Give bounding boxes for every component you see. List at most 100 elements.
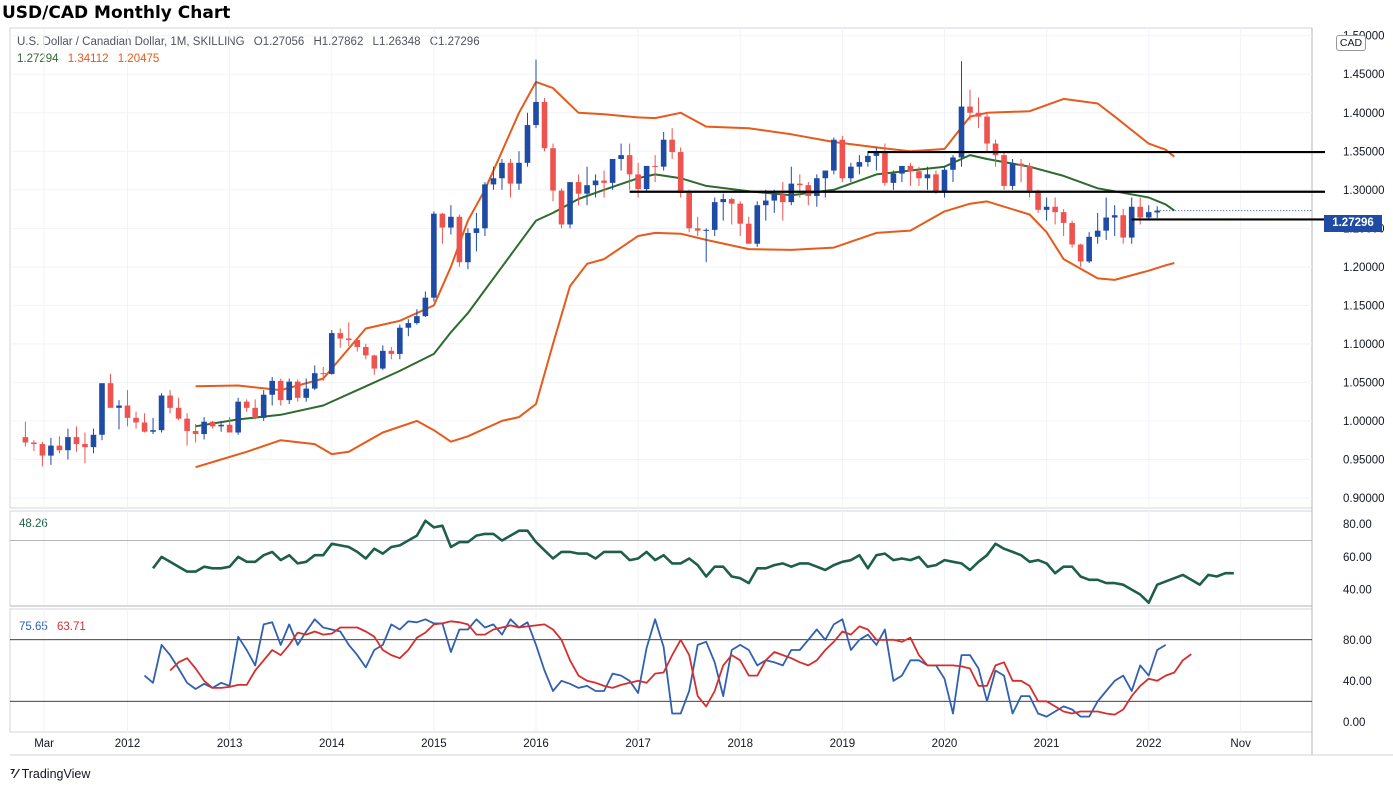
candle-body bbox=[1103, 217, 1109, 231]
candle bbox=[839, 135, 846, 183]
candle bbox=[124, 390, 131, 427]
candle-body bbox=[788, 183, 795, 203]
candle bbox=[490, 166, 497, 190]
candle bbox=[728, 197, 735, 225]
candle bbox=[397, 324, 403, 360]
candle-body bbox=[482, 184, 488, 229]
candle bbox=[1120, 209, 1126, 244]
candle bbox=[941, 166, 948, 198]
candle-body bbox=[660, 139, 667, 167]
candle bbox=[286, 378, 293, 404]
candle bbox=[31, 440, 37, 451]
candle-body bbox=[65, 437, 71, 451]
candle bbox=[354, 339, 361, 352]
candle-body bbox=[677, 152, 684, 193]
candle bbox=[337, 328, 344, 348]
candle-body bbox=[354, 340, 361, 347]
candle-body bbox=[39, 444, 46, 456]
y-tick-label: 1.40000 bbox=[1343, 108, 1385, 120]
candle-body bbox=[226, 424, 233, 433]
candle-body bbox=[626, 155, 633, 175]
candle-body bbox=[899, 165, 905, 174]
candle bbox=[643, 165, 650, 192]
candle-body bbox=[516, 162, 522, 184]
candle bbox=[422, 291, 429, 317]
x-tick-label: 2016 bbox=[523, 738, 549, 750]
candle-body bbox=[1094, 230, 1101, 237]
candle bbox=[584, 166, 590, 206]
candle-body bbox=[958, 106, 965, 158]
candle bbox=[456, 214, 463, 267]
candle bbox=[1009, 158, 1016, 190]
y-tick-label: 1.20000 bbox=[1343, 262, 1385, 274]
candle bbox=[899, 165, 905, 183]
candle-body bbox=[243, 401, 250, 408]
candle-body bbox=[652, 165, 658, 167]
indicator1-line bbox=[151, 519, 1234, 605]
candle-body bbox=[235, 401, 241, 433]
x-tick-label: Nov bbox=[1230, 738, 1251, 750]
candle-body bbox=[252, 407, 258, 418]
candle bbox=[150, 417, 156, 435]
candle-body bbox=[686, 192, 692, 229]
candle-body bbox=[1111, 215, 1118, 218]
currency-label[interactable]: CAD bbox=[1336, 35, 1366, 51]
y-tick-label: 1.10000 bbox=[1343, 339, 1385, 351]
candle-body bbox=[439, 213, 446, 228]
tradingview-branding[interactable]: ⁷⁄ TradingView bbox=[10, 766, 90, 781]
candle bbox=[1001, 151, 1007, 190]
candle bbox=[669, 128, 675, 159]
bollinger-lower-line bbox=[195, 200, 1175, 469]
x-tick-label: 2018 bbox=[727, 738, 753, 750]
candle-body bbox=[694, 228, 701, 231]
candle-body bbox=[473, 228, 480, 233]
candle-body bbox=[967, 106, 973, 113]
candle bbox=[303, 378, 310, 402]
candle bbox=[371, 354, 378, 375]
y-tick-label: 1.45000 bbox=[1343, 69, 1385, 81]
candle bbox=[720, 193, 727, 221]
indicator1-legend: 48.26 bbox=[19, 518, 48, 530]
candle bbox=[958, 61, 965, 167]
candle-body bbox=[890, 173, 897, 183]
candle-body bbox=[1060, 212, 1067, 223]
x-tick-label: Mar bbox=[34, 738, 54, 750]
bb-lower-value: 1.20475 bbox=[117, 53, 160, 65]
candle bbox=[975, 97, 982, 129]
candle bbox=[1145, 205, 1152, 221]
candle bbox=[907, 162, 914, 186]
candle bbox=[82, 432, 88, 464]
candle-body bbox=[550, 148, 556, 191]
candle-body bbox=[533, 101, 539, 126]
candle-body bbox=[1154, 210, 1161, 213]
candle-body bbox=[99, 383, 105, 435]
candle bbox=[499, 158, 505, 190]
x-tick-label: 2014 bbox=[319, 738, 345, 750]
candle-body bbox=[711, 202, 718, 230]
candle bbox=[737, 201, 744, 237]
candle bbox=[448, 205, 454, 235]
chart-title: USD/CAD Monthly Chart bbox=[2, 3, 231, 23]
y-tick-label: 0.90000 bbox=[1343, 493, 1385, 505]
stochastic-d-line bbox=[169, 620, 1192, 716]
candle bbox=[1111, 205, 1118, 237]
candle bbox=[380, 345, 386, 371]
candle-body bbox=[311, 373, 318, 389]
candle bbox=[465, 228, 471, 270]
candle-body bbox=[1145, 212, 1152, 218]
candle bbox=[311, 365, 318, 391]
candle-body bbox=[175, 407, 182, 419]
candle-body bbox=[269, 380, 275, 395]
candle-body bbox=[397, 327, 403, 354]
candle bbox=[184, 413, 190, 446]
candle bbox=[541, 98, 548, 152]
candle-body bbox=[184, 418, 190, 431]
candle-body bbox=[839, 139, 846, 179]
candle bbox=[984, 112, 990, 152]
candle bbox=[516, 151, 522, 190]
candle bbox=[252, 399, 258, 420]
candle-body bbox=[584, 185, 590, 194]
stochastic-k-line bbox=[143, 618, 1167, 718]
candle bbox=[533, 59, 539, 129]
